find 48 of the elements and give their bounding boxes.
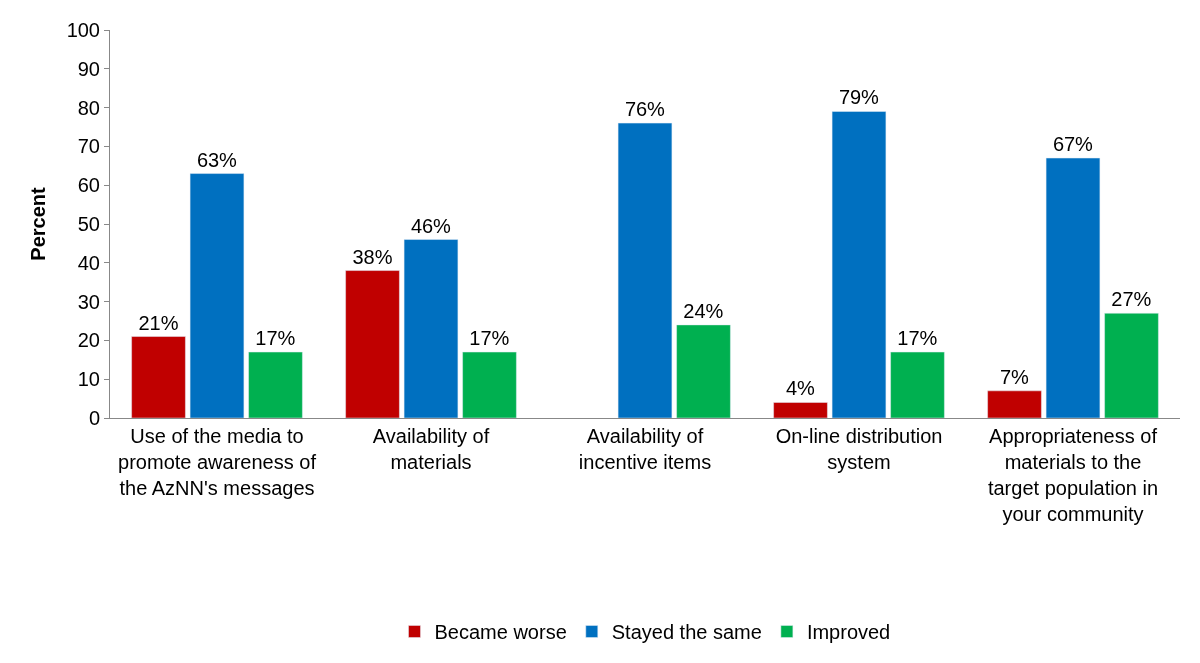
x-tick-label: Availability of incentive items <box>578 425 712 473</box>
legend-label: Became worse <box>434 621 567 644</box>
data-label: 17% <box>897 327 938 350</box>
data-label: 17% <box>469 327 510 350</box>
bar <box>462 351 517 418</box>
data-label: 24% <box>683 299 724 322</box>
data-label: 27% <box>1111 288 1152 311</box>
bar <box>189 173 245 418</box>
y-tick-label: 30 <box>77 290 100 313</box>
y-tick-label: 100 <box>66 19 100 41</box>
data-label: 79% <box>838 86 880 109</box>
data-label: 67% <box>1052 133 1094 156</box>
data-label: 63% <box>196 148 238 171</box>
y-tick-label: 80 <box>77 96 100 119</box>
y-tick-label: 70 <box>77 135 100 158</box>
bar <box>831 111 887 418</box>
data-label: 46% <box>410 214 452 237</box>
data-label: 17% <box>255 327 296 350</box>
bar <box>890 351 945 418</box>
y-tick-label: 50 <box>77 213 100 235</box>
x-tick-label: Availability of materials <box>372 425 490 473</box>
data-label: 38% <box>352 245 393 268</box>
bar <box>773 402 828 418</box>
data-label: 4% <box>785 377 816 400</box>
data-label: 21% <box>138 311 179 334</box>
bar <box>617 122 673 418</box>
y-tick-label: 10 <box>77 368 100 391</box>
data-label: 76% <box>624 98 666 121</box>
bar <box>131 336 186 418</box>
y-tick-label: 60 <box>77 174 100 197</box>
bar <box>987 390 1042 418</box>
bar <box>403 239 459 418</box>
y-tick-label: 0 <box>88 407 100 429</box>
legend-label: Improved <box>806 621 891 644</box>
bar <box>248 351 303 418</box>
bar <box>345 270 400 418</box>
y-axis-title: Percent <box>27 186 50 261</box>
y-tick-label: 90 <box>77 57 100 80</box>
x-tick-label: Use of the media to promote awareness of the AzNN's messages <box>118 425 317 499</box>
data-label: 7% <box>999 365 1030 388</box>
x-tick-label: On-line distribution system <box>775 425 943 473</box>
y-tick-label: 20 <box>77 329 100 352</box>
bar <box>1045 157 1101 418</box>
x-tick-label: Appropriateness of materials to the target population in your community <box>987 425 1159 525</box>
bar <box>676 324 731 418</box>
legend-label: Stayed the same <box>611 621 762 644</box>
bar <box>1104 312 1159 418</box>
y-tick-label: 40 <box>77 251 100 274</box>
